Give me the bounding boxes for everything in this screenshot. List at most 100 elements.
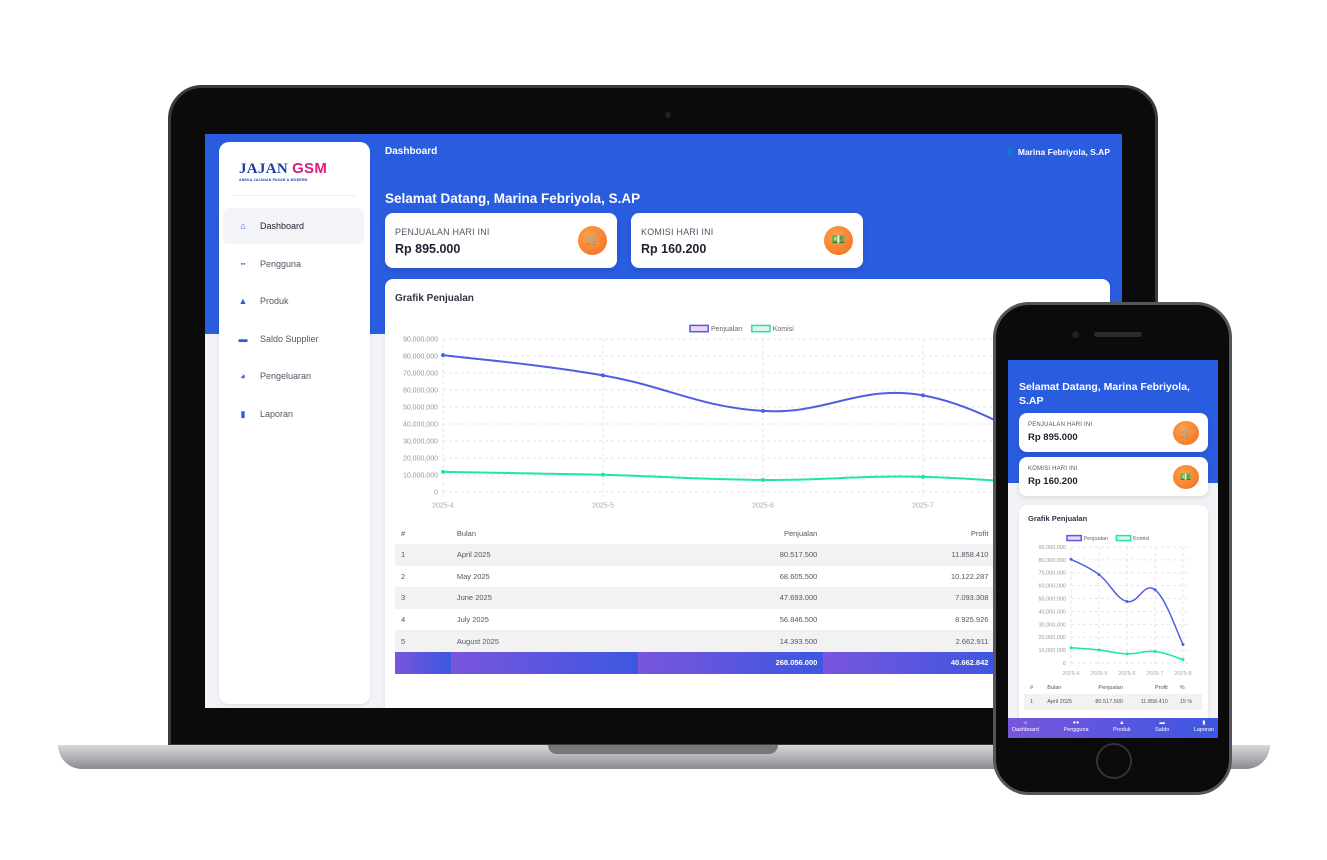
cash-icon: 💵 (1173, 465, 1199, 489)
legend-swatch (1066, 534, 1083, 542)
legend-swatch (689, 324, 709, 333)
logo[interactable]: JAJAN GSM ANEKA JAJANAN PASAR & MODERN (239, 160, 327, 182)
x-tick-label: 2025-7 (912, 502, 934, 509)
col-header: % (1179, 685, 1185, 691)
data-point-penjualan (441, 353, 445, 358)
cell: 2.662.911 (823, 630, 995, 652)
cell: July 2025 (456, 615, 489, 625)
nav-icon: ▬ (1159, 720, 1165, 726)
sidebar-item-saldo-supplier[interactable]: ▬ Saldo Supplier (223, 321, 364, 357)
mobile-nav-label: Dashboard (1012, 727, 1039, 733)
mobile-nav-label: Saldo (1155, 727, 1170, 733)
user-icon: 👤 (1004, 147, 1016, 157)
table-row: 1 April 2025 80.517.500 11.858.410 15 % (1024, 694, 1202, 710)
x-tick-label: 2025-5 (592, 502, 614, 509)
nav-icon: ⌂ (1023, 720, 1028, 726)
sidebar-item-dashboard[interactable]: ⌂ Dashboard (223, 208, 364, 244)
y-tick-label: 90,000,000 (403, 336, 438, 343)
x-tick-label: 2025-4 (432, 502, 454, 509)
mobile-nav-pengguna[interactable]: ●● Pengguna (1063, 718, 1088, 738)
logo-text-a: JAJAN (239, 161, 288, 177)
y-tick-label: 20,000,000 (1038, 635, 1066, 641)
col-header: # (401, 529, 406, 538)
credit-card-icon: ▬ (238, 333, 248, 344)
x-tick-label: 2025-7 (1146, 671, 1163, 677)
cell: 11.858.410 (1128, 694, 1174, 710)
cash-icon: 💵 (824, 226, 853, 255)
stat-label: KOMISI HARI INI (1028, 466, 1078, 472)
mobile-nav-produk[interactable]: ▲ Produk (1113, 718, 1130, 738)
legend-swatch (1115, 534, 1132, 542)
mobile-nav-saldo[interactable]: ▬ Saldo (1155, 718, 1169, 738)
mobile-nav-label: Pengguna (1063, 727, 1089, 733)
col-header: Penjualan (783, 529, 818, 538)
cell: 10.122.287 (950, 571, 989, 581)
sidebar: JAJAN GSM ANEKA JAJANAN PASAR & MODERN ⌂… (219, 142, 370, 704)
cell: August 2025 (450, 630, 638, 652)
data-point-komisi (761, 477, 765, 482)
data-point-komisi (921, 474, 925, 479)
mobile-welcome-heading: Selamat Datang, Marina Febriyola, S.AP (1019, 381, 1190, 407)
mobile-stat-card-penjualan: PENJUALAN HARI INI Rp 895.000 🛒 (1019, 413, 1208, 452)
y-tick-label: 0 (1063, 661, 1066, 667)
mobile-nav-label: Produk (1113, 727, 1131, 733)
webcam (665, 112, 671, 118)
mobile-sales-chart: Penjualan Komisi 0 10,000,000 20,000,000 30,0… (1038, 534, 1192, 677)
phone-home-button[interactable] (1096, 743, 1132, 779)
logo-text-b: GSM (292, 160, 328, 177)
sidebar-item-pengguna[interactable]: ●● Pengguna (223, 246, 364, 282)
y-tick-label: 0 (434, 489, 438, 496)
cell (450, 651, 638, 674)
y-tick-label: 60,000,000 (1038, 584, 1066, 590)
cell: 80.517.500 (1083, 694, 1129, 710)
cell: 8.925.926 (955, 615, 989, 625)
cell: June 2025 (450, 587, 638, 609)
sidebar-item-label: Laporan (260, 408, 294, 419)
sidebar-item-produk[interactable]: ▲ Produk (223, 283, 364, 319)
data-point-penjualan (1153, 588, 1157, 592)
phone-camera (1072, 331, 1079, 338)
cell: 14.393.500 (637, 630, 824, 652)
sidebar-item-laporan[interactable]: ▮ Laporan (223, 396, 364, 432)
mobile-sales-table: # Bulan Penjualan Profit % 1 April 2025 … (1024, 682, 1202, 710)
cell: 56.846.500 (779, 615, 818, 625)
data-point-komisi (1097, 648, 1101, 652)
y-tick-label: 80,000,000 (403, 353, 438, 360)
user-menu[interactable]: 👤 Marina Febriyola, S.AP (1005, 147, 1110, 158)
sidebar-item-pengeluaran[interactable]: ◕ Pengeluaran (223, 358, 364, 394)
mobile-nav-label: Laporan (1193, 727, 1214, 733)
y-tick-label: 30,000,000 (1038, 622, 1066, 628)
x-tick-label: 2025-6 (752, 502, 774, 509)
cell: 80.517.500 (637, 544, 824, 566)
y-tick-label: 40,000,000 (1038, 609, 1066, 615)
sidebar-item-label: Pengeluaran (260, 371, 312, 381)
cell: 7.093.308 (823, 587, 995, 609)
data-point-penjualan (761, 408, 765, 413)
cell: May 2025 (456, 571, 490, 581)
col-header: # (1030, 685, 1034, 691)
y-tick-label: 90,000,000 (1038, 545, 1066, 551)
col-header: Penjualan (1098, 685, 1123, 691)
chart-title: Grafik Penjualan (1028, 514, 1088, 523)
cell (395, 651, 451, 674)
mobile-nav-dashboard[interactable]: ⌂ Dashboard (1012, 718, 1039, 738)
y-tick-label: 30,000,000 (403, 438, 438, 445)
y-tick-label: 60,000,000 (403, 387, 438, 394)
pie-chart-icon: ◕ (240, 371, 246, 381)
legend-label: Komisi (773, 326, 794, 333)
mobile-nav-laporan[interactable]: ▮ Laporan (1194, 718, 1214, 738)
nav-icon: ●● (1072, 720, 1080, 726)
chart-title: Grafik Penjualan (395, 293, 474, 304)
data-point-penjualan (1125, 600, 1129, 604)
data-point-penjualan (1097, 573, 1101, 577)
cell: 47.693.000 (637, 587, 824, 609)
stat-value: Rp 895.000 (1028, 432, 1078, 443)
y-tick-label: 70,000,000 (403, 370, 438, 377)
y-tick-label: 10,000,000 (1038, 648, 1066, 654)
cell: April 2025 (450, 544, 638, 566)
table-header: # Bulan Penjualan Profit % (395, 523, 1095, 544)
phone-speaker (1094, 332, 1142, 337)
